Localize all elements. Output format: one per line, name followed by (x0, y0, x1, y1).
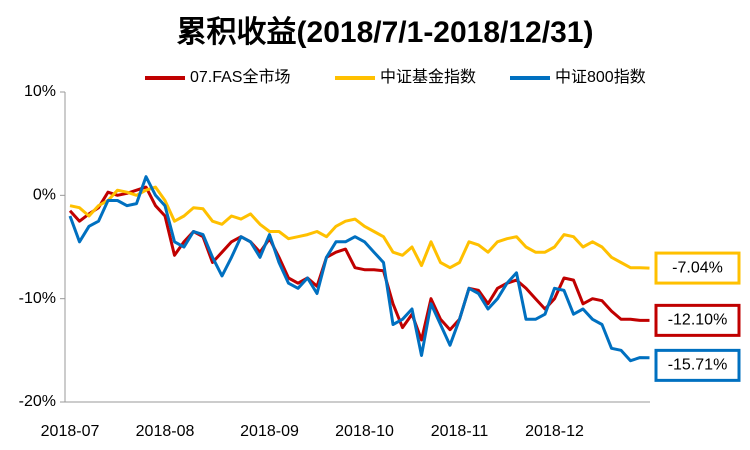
end-label-box (654, 303, 741, 337)
legend-label: 中证800指数 (555, 68, 646, 86)
series-line (68, 175, 650, 363)
x-tick-label: 2018-11 (431, 423, 489, 440)
end-label: -12.10% (668, 312, 728, 329)
x-tick-label: 2018-07 (41, 423, 100, 440)
y-tick-label: 10% (24, 83, 56, 100)
series-line (69, 185, 650, 270)
x-tick-label: 2018-09 (240, 423, 299, 440)
chart-title: 累积收益(2018/7/1-2018/12/31) (177, 16, 594, 49)
end-label-box (654, 348, 741, 382)
legend-label: 07.FAS全市场 (190, 68, 290, 86)
x-tick-label: 2018-08 (136, 423, 195, 440)
y-tick-label: -20% (19, 393, 56, 410)
y-tick-label: 0% (33, 187, 56, 204)
series-line (68, 185, 650, 342)
legend-label: 中证基金指数 (380, 68, 476, 86)
end-label: -15.71% (668, 357, 728, 374)
end-label: -7.04% (672, 259, 723, 276)
end-label-box (654, 251, 741, 285)
x-tick-label: 2018-10 (335, 423, 394, 440)
x-tick-label: 2018-12 (525, 423, 584, 440)
y-tick-label: -10% (19, 290, 56, 307)
